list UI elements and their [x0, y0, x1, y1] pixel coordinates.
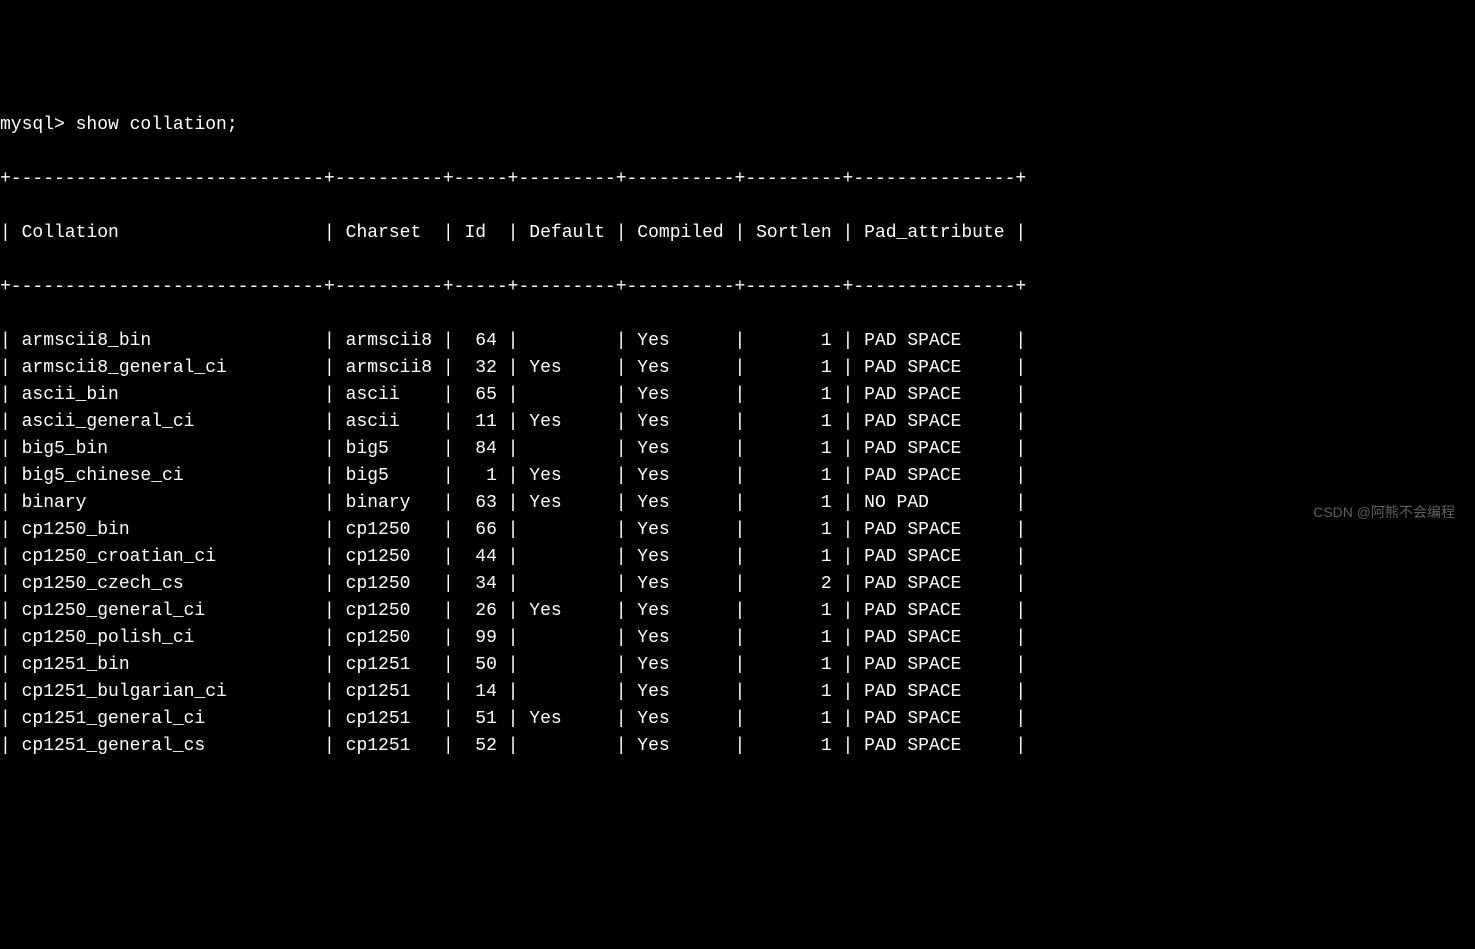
table-row: | ascii_bin | ascii | 65 | | Yes | 1 | P…	[0, 382, 1475, 409]
table-row: | cp1251_bin | cp1251 | 50 | | Yes | 1 |…	[0, 652, 1475, 679]
mysql-prompt-line: mysql> show collation;	[0, 112, 1475, 139]
table-row: | binary | binary | 63 | Yes | Yes | 1 |…	[0, 490, 1475, 517]
table-row: | big5_bin | big5 | 84 | | Yes | 1 | PAD…	[0, 436, 1475, 463]
table-row: | big5_chinese_ci | big5 | 1 | Yes | Yes…	[0, 463, 1475, 490]
table-row: | cp1250_polish_ci | cp1250 | 99 | | Yes…	[0, 625, 1475, 652]
table-row: | ascii_general_ci | ascii | 11 | Yes | …	[0, 409, 1475, 436]
table-row: | cp1250_bin | cp1250 | 66 | | Yes | 1 |…	[0, 517, 1475, 544]
table-row: | armscii8_general_ci | armscii8 | 32 | …	[0, 355, 1475, 382]
table-row: | cp1250_general_ci | cp1250 | 26 | Yes …	[0, 598, 1475, 625]
table-row: | cp1250_croatian_ci | cp1250 | 44 | | Y…	[0, 544, 1475, 571]
table-row: | cp1251_bulgarian_ci | cp1251 | 14 | | …	[0, 679, 1475, 706]
table-row: | armscii8_bin | armscii8 | 64 | | Yes |…	[0, 328, 1475, 355]
table-header-row: | Collation | Charset | Id | Default | C…	[0, 220, 1475, 247]
table-row: | cp1251_general_ci | cp1251 | 51 | Yes …	[0, 706, 1475, 733]
table-separator-mid: +-----------------------------+---------…	[0, 274, 1475, 301]
watermark-text: CSDN @阿熊不会编程	[1313, 502, 1455, 523]
table-separator-top: +-----------------------------+---------…	[0, 166, 1475, 193]
table-row: | cp1250_czech_cs | cp1250 | 34 | | Yes …	[0, 571, 1475, 598]
table-row: | cp1251_general_cs | cp1251 | 52 | | Ye…	[0, 733, 1475, 760]
